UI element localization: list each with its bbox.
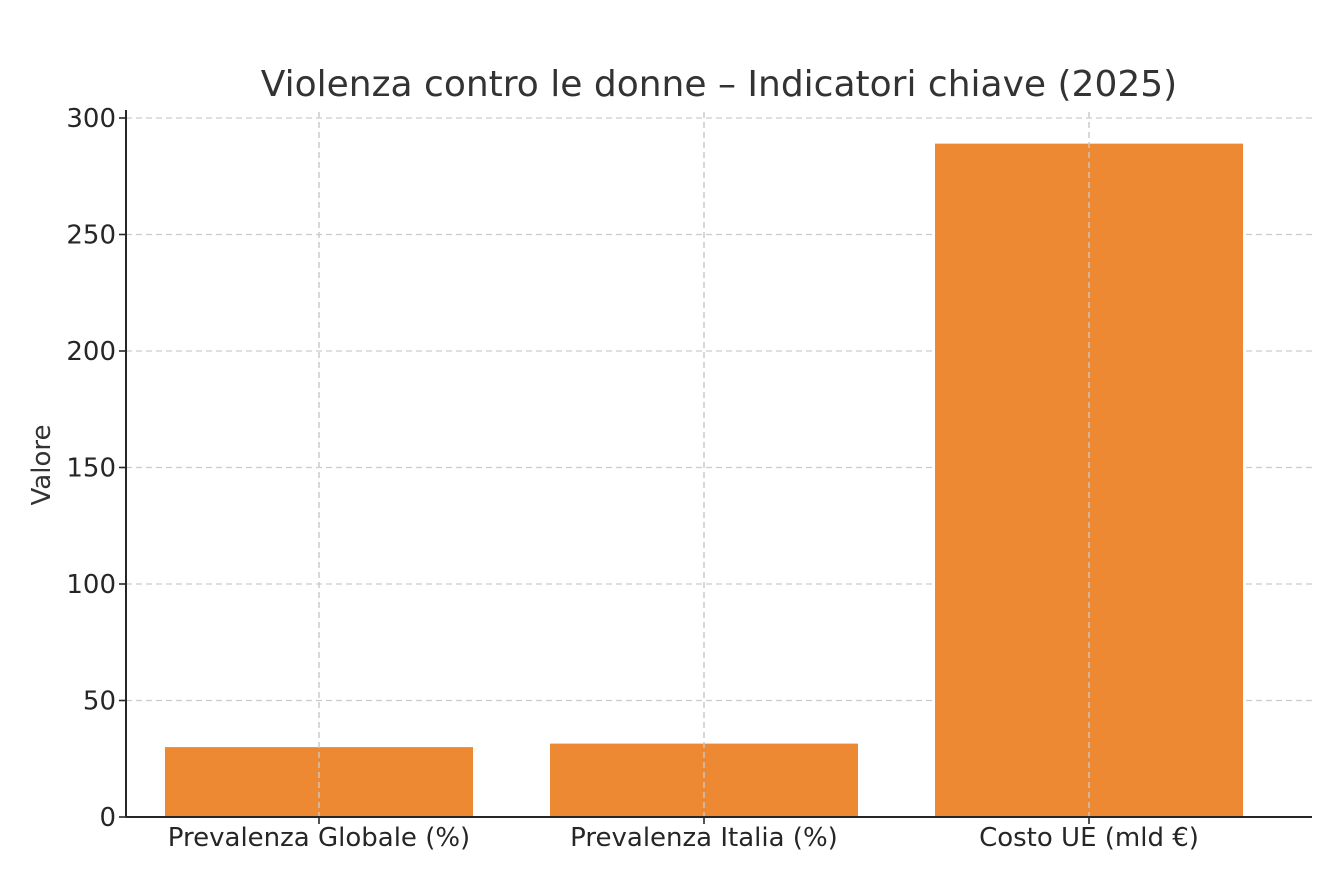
x-tick-label: Prevalenza Globale (%): [168, 823, 470, 853]
y-axis-label: Valore: [27, 425, 57, 506]
y-tick-label: 200: [66, 337, 116, 367]
y-ticks: 0 50 100 150 200 250 300: [66, 104, 126, 833]
y-tick-label: 50: [83, 687, 116, 717]
y-tick-label: 300: [66, 104, 116, 134]
y-tick-label: 0: [99, 803, 116, 833]
x-ticks: Prevalenza Globale (%) Prevalenza Italia …: [168, 817, 1199, 853]
y-tick-label: 250: [66, 221, 116, 251]
axes: [125, 110, 1312, 818]
y-tick-label: 100: [66, 570, 116, 600]
x-tick-label: Prevalenza Italia (%): [570, 823, 838, 853]
chart-title: Violenza contro le donne – Indicatori ch…: [261, 64, 1177, 105]
y-tick-label: 150: [66, 454, 116, 484]
bars: [165, 112, 1243, 817]
x-tick-label: Costo UE (mld €): [979, 823, 1199, 853]
